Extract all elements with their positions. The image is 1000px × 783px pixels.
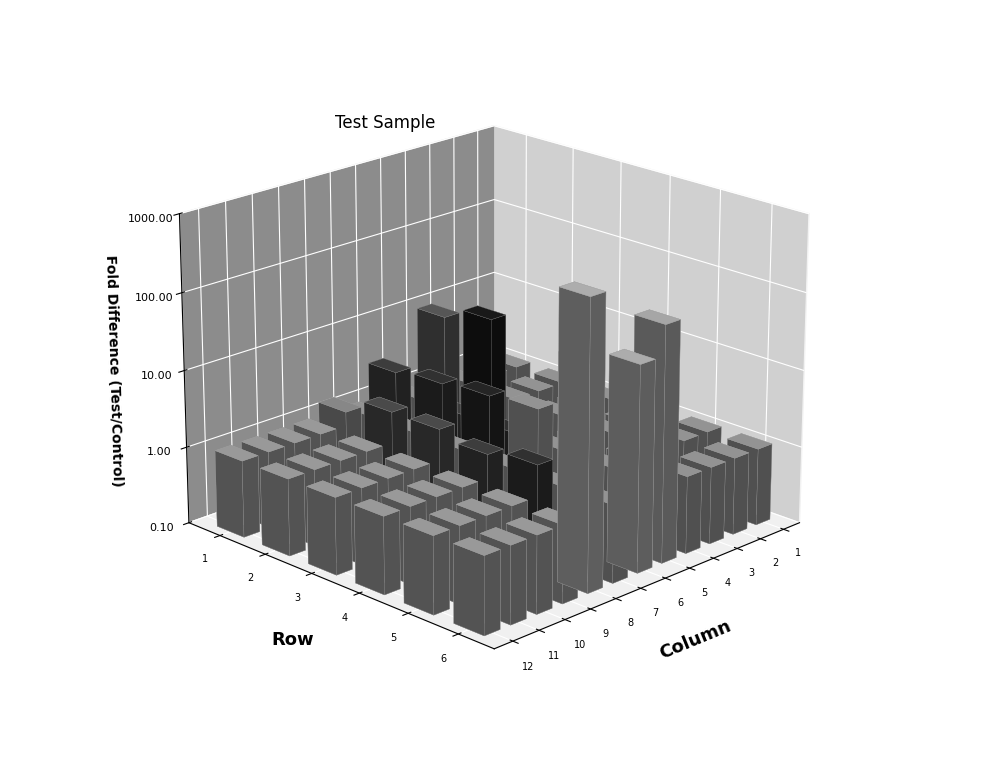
X-axis label: Column: Column [657, 617, 734, 662]
Text: Test Sample: Test Sample [335, 114, 436, 132]
Text: Control Sample: Control Sample [485, 448, 629, 466]
Y-axis label: Row: Row [272, 631, 314, 649]
